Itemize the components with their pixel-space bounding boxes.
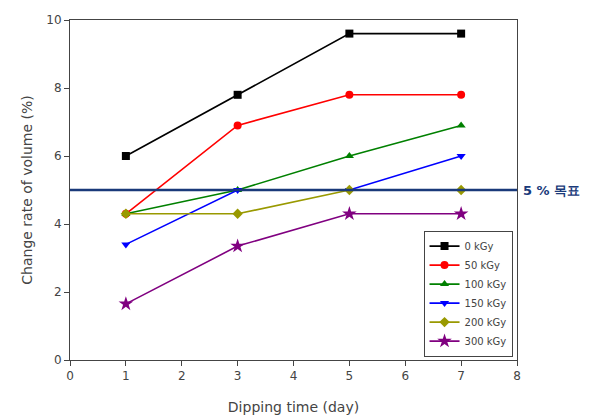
svg-text:0: 0 <box>54 353 62 367</box>
svg-text:4: 4 <box>54 217 62 231</box>
svg-text:3: 3 <box>234 369 242 383</box>
svg-text:0 kGy: 0 kGy <box>465 241 494 252</box>
svg-text:Dipping time (day): Dipping time (day) <box>228 399 359 415</box>
svg-text:6: 6 <box>401 369 409 383</box>
svg-text:2: 2 <box>178 369 186 383</box>
svg-text:10: 10 <box>46 13 61 27</box>
svg-text:5: 5 <box>346 369 354 383</box>
svg-text:Change rate of volume (%): Change rate of volume (%) <box>19 95 35 284</box>
svg-text:200 kGy: 200 kGy <box>465 317 507 328</box>
svg-text:2: 2 <box>54 285 62 299</box>
svg-text:6: 6 <box>54 149 62 163</box>
svg-text:150 kGy: 150 kGy <box>465 298 507 309</box>
svg-text:7: 7 <box>457 369 465 383</box>
svg-text:50 kGy: 50 kGy <box>465 260 500 271</box>
svg-text:1: 1 <box>122 369 130 383</box>
svg-text:5 % 목표: 5 % 목표 <box>523 183 580 198</box>
svg-text:300 kGy: 300 kGy <box>465 336 507 347</box>
svg-text:0: 0 <box>66 369 74 383</box>
svg-text:8: 8 <box>54 81 62 95</box>
svg-text:4: 4 <box>290 369 298 383</box>
svg-text:8: 8 <box>513 369 521 383</box>
svg-text:100 kGy: 100 kGy <box>465 279 507 290</box>
